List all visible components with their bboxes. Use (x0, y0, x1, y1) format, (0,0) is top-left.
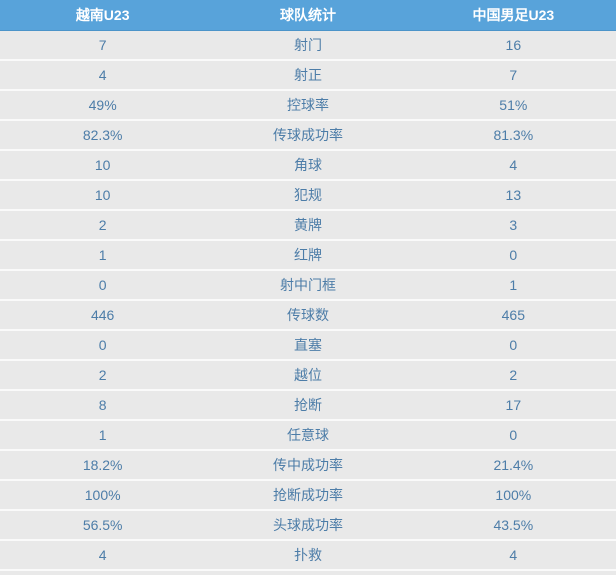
away-value: 7 (509, 67, 518, 83)
stat-row: 446 传球数 465 (0, 301, 616, 331)
away-value: 100% (495, 487, 532, 503)
header-away-team: 中国男足U23 (472, 7, 555, 23)
away-value: 2 (509, 367, 518, 383)
home-value: 0 (98, 277, 107, 293)
home-value: 56.5% (82, 517, 123, 533)
stat-row: 2 黄牌 3 (0, 211, 616, 241)
header-stats-title: 球队统计 (279, 7, 336, 23)
stat-row: 82.3% 传球成功率 81.3% (0, 121, 616, 151)
stat-row: 8 抢断 17 (0, 391, 616, 421)
header-home-team: 越南U23 (75, 7, 130, 23)
away-value: 465 (501, 307, 525, 323)
stat-row: 2 越位 2 (0, 361, 616, 391)
stat-row: 100% 抢断成功率 100% (0, 481, 616, 511)
away-value: 43.5% (493, 517, 534, 533)
table-header-row: 越南U23 球队统计 中国男足U23 (0, 0, 616, 31)
table-body: 7 射门 16 4 射正 7 49% 控球率 51% 82.3% 传球成功率 8… (0, 31, 616, 571)
stat-label: 直塞 (293, 337, 322, 353)
stat-row: 0 直塞 0 (0, 331, 616, 361)
stat-label: 射门 (293, 37, 322, 53)
stat-label: 红牌 (293, 247, 322, 263)
stat-label: 犯规 (293, 187, 322, 203)
home-value: 2 (98, 367, 107, 383)
stat-row: 10 犯规 13 (0, 181, 616, 211)
home-value: 446 (90, 307, 115, 323)
stat-label: 任意球 (286, 427, 329, 443)
away-value: 16 (505, 37, 522, 53)
stat-label: 黄牌 (293, 217, 322, 233)
home-value: 0 (98, 337, 107, 353)
away-value: 51% (499, 97, 528, 113)
away-value: 21.4% (493, 457, 534, 473)
home-value: 82.3% (82, 127, 123, 143)
home-value: 1 (98, 247, 107, 263)
away-value: 0 (509, 247, 518, 263)
stat-row: 49% 控球率 51% (0, 91, 616, 121)
away-value: 3 (509, 217, 518, 233)
away-value: 1 (509, 277, 518, 293)
stat-row: 1 任意球 0 (0, 421, 616, 451)
home-value: 2 (98, 217, 107, 233)
home-value: 10 (94, 157, 111, 173)
away-value: 0 (509, 337, 518, 353)
stat-row: 1 红牌 0 (0, 241, 616, 271)
away-value: 4 (509, 547, 518, 563)
stat-row: 10 角球 4 (0, 151, 616, 181)
stat-label: 扑救 (293, 547, 322, 563)
stat-label: 头球成功率 (272, 517, 343, 533)
home-value: 7 (98, 37, 107, 53)
stat-row: 4 射正 7 (0, 61, 616, 91)
partial-next-row (0, 571, 616, 575)
stat-label: 射正 (293, 67, 322, 83)
stat-label: 控球率 (286, 97, 329, 113)
stat-label: 传球成功率 (272, 127, 343, 143)
stat-label: 抢断成功率 (272, 487, 343, 503)
away-value: 13 (505, 187, 522, 203)
away-value: 81.3% (493, 127, 534, 143)
stat-row: 0 射中门框 1 (0, 271, 616, 301)
home-value: 4 (98, 547, 107, 563)
home-value: 10 (94, 187, 111, 203)
stat-label: 角球 (293, 157, 322, 173)
stat-label: 传中成功率 (272, 457, 343, 473)
stat-row: 18.2% 传中成功率 21.4% (0, 451, 616, 481)
home-value: 49% (88, 97, 117, 113)
home-value: 1 (98, 427, 107, 443)
stat-row: 56.5% 头球成功率 43.5% (0, 511, 616, 541)
away-value: 0 (509, 427, 518, 443)
away-value: 17 (505, 397, 522, 413)
stat-row: 4 扑救 4 (0, 541, 616, 571)
away-value: 4 (509, 157, 518, 173)
home-value: 4 (98, 67, 107, 83)
stat-label: 射中门框 (279, 277, 336, 293)
stat-label: 抢断 (293, 397, 322, 413)
home-value: 18.2% (82, 457, 123, 473)
stat-label: 传球数 (286, 307, 329, 323)
stat-label: 越位 (293, 367, 322, 383)
stat-row: 7 射门 16 (0, 31, 616, 61)
home-value: 8 (98, 397, 107, 413)
home-value: 100% (84, 487, 121, 503)
